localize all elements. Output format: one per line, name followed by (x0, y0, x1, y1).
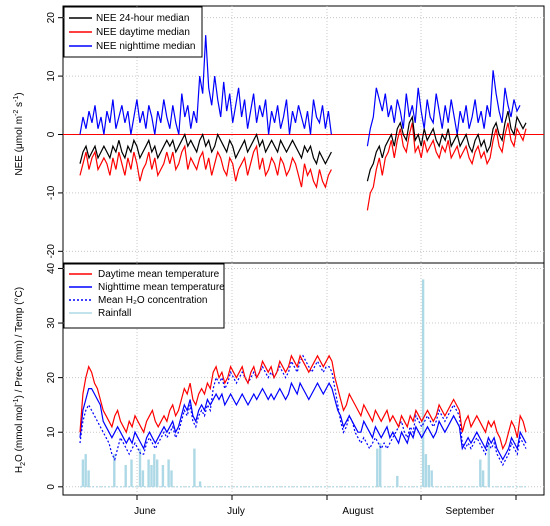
rainfall-bar-32 (170, 470, 173, 487)
rainfall-bar-143 (487, 443, 490, 487)
month-x-tick-label-2: August (342, 506, 373, 517)
nee-legend-label-day: NEE daytime median (96, 27, 190, 38)
nee-y-tick-label-2: 0 (46, 131, 57, 137)
month-x-tick-label-1: July (227, 506, 245, 517)
rainfall-bars (80, 279, 526, 488)
h2o-plot-frame (62, 262, 545, 496)
month-x-ticks: June July August September (134, 495, 517, 517)
nee-y-tick-label-4: 20 (46, 12, 57, 24)
h2o-legend-label-h2o: Mean H₂O concentration (98, 295, 208, 306)
rainfall-bar-16 (124, 465, 127, 487)
h2o-series-group (79, 354, 527, 467)
h2o-series-line-0 (79, 354, 527, 451)
h2o-y-ticks: 0 10 20 30 40 (46, 262, 63, 490)
nee-y-tick-label-0: -20 (46, 244, 57, 259)
rainfall-bar-42 (198, 481, 202, 487)
h2o-y-tick-label-1: 10 (46, 426, 57, 438)
rainfall-bar-141 (481, 470, 485, 487)
rainfall-bar-3 (87, 470, 90, 487)
rainfall-bar-123 (430, 470, 433, 487)
h2o-series-line-2 (79, 354, 527, 467)
nee-y-tick-label-1: -10 (46, 185, 57, 200)
nee-series-group (79, 35, 527, 211)
rainfall-bar-140 (479, 459, 482, 487)
rainfall-bar-26 (153, 454, 156, 487)
rainfall-bar-120 (421, 279, 425, 487)
nee-series-line-0 (79, 110, 527, 182)
h2o-temp-panel: 0 10 20 30 40 June July August September H2O (m… (13, 262, 545, 517)
rainfall-bar-12 (113, 454, 116, 487)
h2o-y-tick-label-3: 30 (46, 317, 57, 329)
rainfall-bar-104 (376, 448, 379, 487)
h2o-series-line-1 (79, 381, 527, 461)
nee-panel: -20 -10 0 10 20 NEE (μmol m-2 s-1) NEE 24-ho… (13, 5, 545, 264)
h2o-legend: Daytime mean temperature Nighttime mean … (63, 263, 225, 329)
h2o-legend-label-rain: Rainfall (98, 308, 131, 319)
nee-y-axis-label: NEE (μmol m-2 s-1) (13, 92, 25, 175)
h2o-legend-label-nighttemp: Nighttime mean temperature (98, 282, 225, 293)
rainfall-bar-121 (424, 454, 428, 487)
rainfall-bar-21 (138, 448, 142, 487)
nee-y-ticks: -20 -10 0 10 20 (46, 12, 63, 259)
nee-legend-label-24h: NEE 24-hour median (96, 13, 189, 24)
nee-legend-label-night: NEE nighttime median (96, 41, 196, 52)
rainfall-bar-29 (161, 465, 165, 487)
h2o-y-tick-label-4: 40 (46, 262, 57, 274)
rainfall-bar-1 (81, 459, 85, 487)
rainfall-bar-25 (150, 465, 153, 487)
rainfall-bar-111 (396, 475, 399, 487)
rainfall-bar-31 (167, 459, 170, 487)
month-x-tick-label-0: June (134, 506, 156, 517)
rainfall-bar-22 (141, 470, 145, 487)
h2o-y-tick-label-0: 0 (46, 484, 57, 490)
nee-legend: NEE 24-hour median NEE daytime median NE… (63, 6, 203, 58)
nee-series-line-1 (79, 122, 527, 211)
rainfall-bar-18 (130, 459, 133, 487)
h2o-grid (63, 263, 544, 495)
nee-y-tick-label-3: 10 (46, 70, 57, 82)
rainfall-bar-24 (147, 459, 150, 487)
h2o-y-tick-label-2: 20 (46, 372, 57, 384)
rainfall-bar-27 (156, 459, 159, 487)
rainfall-bar-105 (379, 443, 382, 487)
rainfall-bar-122 (427, 465, 430, 487)
rainfall-bar-2 (84, 454, 87, 487)
rainfall-bar-40 (193, 448, 196, 487)
nee-series-line-2 (79, 35, 521, 147)
month-x-tick-label-3: September (446, 506, 496, 517)
h2o-y-axis-label: H2O (mmol mol-1) / Prec (mm) / Temp (°C) (13, 287, 27, 473)
h2o-legend-label-daytemp: Daytime mean temperature (98, 269, 220, 280)
